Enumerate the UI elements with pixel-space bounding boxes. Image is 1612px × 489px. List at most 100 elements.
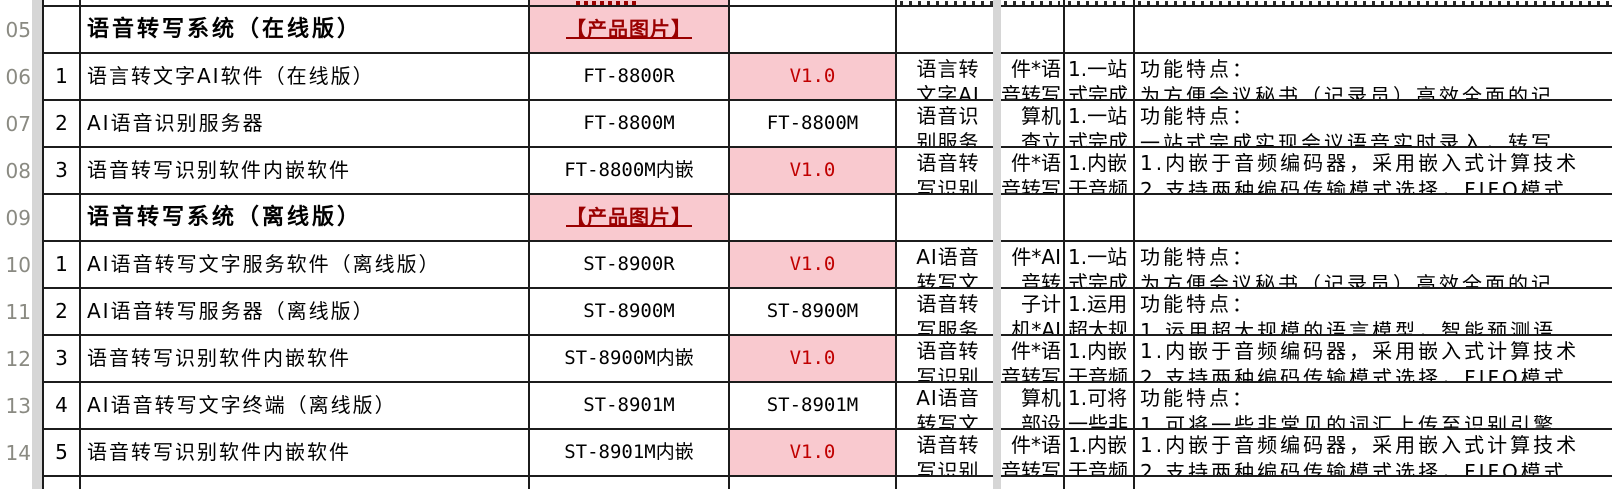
cell[interactable]	[897, 195, 1001, 240]
cell-seq[interactable]: 1	[42, 242, 81, 287]
cell-model[interactable]: ST-8901M内嵌	[530, 430, 730, 475]
cell-version[interactable]: V1.0	[730, 430, 897, 475]
cell-product-name[interactable]: AI语音识别服务器	[81, 101, 530, 146]
cell-category[interactable]: 语言转 文字AI	[897, 54, 1001, 99]
cell-seq[interactable]: 4	[42, 383, 81, 428]
cell-description[interactable]	[1135, 195, 1612, 240]
cell-description[interactable]: 功能特点： 为方便会议秘书（记录员）高效全面的记	[1140, 57, 1554, 99]
cell[interactable]	[1065, 0, 1135, 5]
cell-product-name[interactable]: AI语音转写文字服务软件（离线版）	[81, 242, 530, 287]
cell-model[interactable]: ST-8900M	[530, 289, 730, 334]
row-header[interactable]: 14	[5, 441, 31, 465]
row-header[interactable]: 07	[5, 112, 31, 136]
cell-description[interactable]: 功能特点： 1.运用超大规模的语言模型，智能预测语	[1140, 292, 1557, 334]
cell-category[interactable]: 语音转 写识别	[897, 430, 1001, 475]
cell[interactable]	[1001, 195, 1065, 240]
cell-section-title[interactable]: 语音转写系统（离线版）	[81, 195, 530, 240]
cell[interactable]	[81, 0, 530, 5]
cell-product-image-link[interactable]: 【产品图片】	[530, 195, 730, 240]
cell-seq[interactable]: 3	[42, 148, 81, 193]
cell-category[interactable]: AI语音 转写文	[897, 242, 1001, 287]
cell[interactable]	[1065, 195, 1135, 240]
cell-product-name[interactable]: 语音转写识别软件内嵌软件	[81, 336, 530, 381]
cell-version[interactable]: ST-8901M	[730, 383, 897, 428]
cell-version[interactable]: V1.0	[730, 148, 897, 193]
cell-product-name[interactable]: AI语音转写文字终端（离线版）	[81, 383, 530, 428]
cell[interactable]	[897, 477, 1001, 489]
cell-description[interactable]: 功能特点： 1.可将一些非常见的词汇上传至识别引擎	[1140, 386, 1557, 428]
cell-feature-short[interactable]: 1.一站 式完成	[1065, 54, 1135, 99]
cell-section-title[interactable]: 语音转写系统（在线版）	[81, 7, 530, 52]
cell-category[interactable]: 语音转 写服务	[897, 289, 1001, 334]
cell-description[interactable]: 功能特点： 为方便会议秘书（记录员）高效全面的记	[1140, 245, 1554, 287]
cell[interactable]	[42, 477, 81, 489]
cell-description[interactable]: 1.内嵌于音频编码器，采用嵌入式计算技术 2.支持两种编码传输模式选择，FIFO…	[1140, 339, 1580, 381]
cell[interactable]	[1001, 477, 1065, 489]
cell-feature-short[interactable]: 1.内嵌 于音频	[1065, 430, 1135, 475]
cell-version[interactable]	[730, 195, 897, 240]
row-header[interactable]: 05	[5, 18, 31, 42]
cell-description[interactable]: 功能特点： 一站式完成实现会议语音实时录入，转写	[1140, 104, 1554, 146]
cell-description[interactable]: 1.内嵌于音频编码器，采用嵌入式计算技术 2.支持两种编码传输模式选择，FIFO…	[1140, 151, 1580, 193]
cell-version[interactable]: V1.0	[730, 242, 897, 287]
cell-category[interactable]: 语音转 写识别	[897, 336, 1001, 381]
cell-feature-short[interactable]: 1.一站 式完成	[1065, 101, 1135, 146]
cell[interactable]	[897, 0, 1001, 5]
cell-seq[interactable]	[42, 195, 81, 240]
row-header[interactable]: 12	[5, 347, 31, 371]
cell[interactable]	[1135, 477, 1612, 489]
cell-model[interactable]: ST-8900M内嵌	[530, 336, 730, 381]
cell-clipped[interactable]: 子计 机*AI	[1001, 289, 1065, 334]
cell-feature-short[interactable]: 1.运用 超大规	[1065, 289, 1135, 334]
cell-version[interactable]	[730, 7, 897, 52]
cell-model[interactable]: ST-8900R	[530, 242, 730, 287]
cell[interactable]	[1135, 0, 1612, 5]
cell[interactable]	[1001, 0, 1065, 5]
cell[interactable]	[530, 0, 730, 5]
row-header[interactable]: 06	[5, 65, 31, 89]
cell[interactable]	[42, 0, 81, 5]
cell[interactable]	[1065, 477, 1135, 489]
cell[interactable]	[1065, 7, 1135, 52]
cell[interactable]	[530, 477, 730, 489]
cell-version[interactable]: FT-8800M	[730, 101, 897, 146]
row-header[interactable]: 10	[5, 253, 31, 277]
cell-product-name[interactable]: AI语音转写服务器（离线版）	[81, 289, 530, 334]
cell-model[interactable]: ST-8901M	[530, 383, 730, 428]
cell-seq[interactable]: 1	[42, 54, 81, 99]
cell-version[interactable]: V1.0	[730, 336, 897, 381]
cell-clipped[interactable]: 件*语 音转写	[1001, 148, 1065, 193]
row-header[interactable]: 11	[5, 300, 31, 324]
cell-version[interactable]: ST-8900M	[730, 289, 897, 334]
cell-clipped[interactable]: 件*语 音转写	[1001, 336, 1065, 381]
cell-seq[interactable]: 2	[42, 101, 81, 146]
cell-seq[interactable]: 5	[42, 430, 81, 475]
row-header[interactable]: 08	[5, 159, 31, 183]
cell-feature-short[interactable]: 1.一站 式完成	[1065, 242, 1135, 287]
cell-feature-short[interactable]: 1.可将 一些非	[1065, 383, 1135, 428]
cell-clipped[interactable]: 件*语 音转写	[1001, 54, 1065, 99]
cell[interactable]	[730, 0, 897, 5]
cell-category[interactable]: AI语音 转写文	[897, 383, 1001, 428]
cell-feature-short[interactable]: 1.内嵌 于音频	[1065, 148, 1135, 193]
cell-clipped[interactable]: 件*语 音转写	[1001, 430, 1065, 475]
cell-clipped[interactable]: 件*AI 音转	[1001, 242, 1065, 287]
cell[interactable]	[730, 477, 897, 489]
cell-category[interactable]: 语音识 别服务	[897, 101, 1001, 146]
cell-description[interactable]: 1.内嵌于音频编码器，采用嵌入式计算技术 2.支持两种编码传输模式选择，FIFO…	[1140, 433, 1580, 475]
cell-product-name[interactable]: 语音转写识别软件内嵌软件	[81, 430, 530, 475]
cell-seq[interactable]: 2	[42, 289, 81, 334]
cell-model[interactable]: FT-8800M	[530, 101, 730, 146]
cell[interactable]	[897, 7, 1001, 52]
cell-category[interactable]: 语音转 写识别	[897, 148, 1001, 193]
cell-model[interactable]: FT-8800M内嵌	[530, 148, 730, 193]
row-header[interactable]: 09	[5, 206, 31, 230]
cell-feature-short[interactable]: 1.内嵌 于音频	[1065, 336, 1135, 381]
cell[interactable]	[81, 477, 530, 489]
row-header[interactable]: 13	[5, 394, 31, 418]
cell-product-image-link[interactable]: 【产品图片】	[530, 7, 730, 52]
cell-clipped[interactable]: 算机 查立	[1001, 101, 1065, 146]
cell-seq[interactable]	[42, 7, 81, 52]
cell-clipped[interactable]: 算机 部设	[1001, 383, 1065, 428]
cell-seq[interactable]: 3	[42, 336, 81, 381]
